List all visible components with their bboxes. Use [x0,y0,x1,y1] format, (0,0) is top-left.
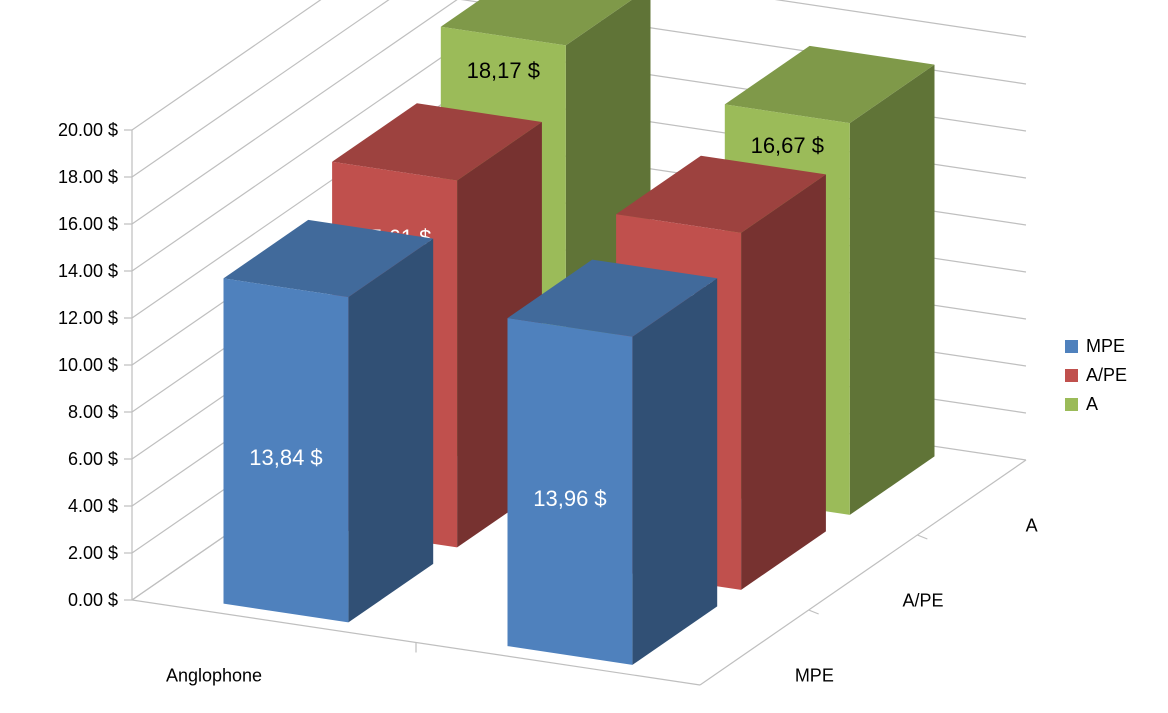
depth-tick [808,609,819,615]
bar-side-face [348,238,434,623]
y-tick-label: 2.00 $ [68,543,118,563]
y-tick-label: 4.00 $ [68,496,118,516]
y-tick-label: 10.00 $ [58,355,118,375]
bar-data-label: 16,67 $ [751,133,824,158]
bar-data-label: 13,84 $ [249,445,322,470]
bar-side-face [632,278,718,665]
category-label: Anglophone [166,665,262,685]
legend-label: A [1086,394,1098,414]
gridline [131,0,1027,178]
chart-legend: MPE A/PE A [1065,336,1127,414]
gridline [131,0,322,131]
legend-label: MPE [1086,336,1125,356]
legend-label: A/PE [1086,365,1127,385]
legend-swatch [1065,369,1078,382]
bar-side-face [849,64,935,515]
depth-axis-label: A/PE [902,591,943,611]
y-tick-label: 8.00 $ [68,402,118,422]
bar-top-face [616,155,826,233]
bar-top-face [440,0,632,46]
legend-swatch [1065,340,1078,353]
bar-side-face [741,174,826,590]
depth-axis-label: A [1026,516,1038,536]
y-tick-label: 12.00 $ [58,308,118,328]
depth-tick [917,534,928,540]
y-tick-label: 18.00 $ [58,167,118,187]
bar-mpe-francophone: 13,96 $ [507,259,718,665]
chart-bars: 18,17 $16,67 $15,61 $15,19 $13,84 $13,96… [223,0,935,665]
bar-top-face [507,259,718,337]
bar-mpe-anglophone: 13,84 $ [223,219,434,623]
bar-top-face [332,103,542,181]
bar-top-face [724,45,935,124]
bar-data-label: 18,17 $ [467,58,540,83]
y-tick-label: 6.00 $ [68,449,118,469]
bar-front-face [507,318,633,665]
bar-data-label: 13,96 $ [533,486,606,511]
y-tick-label: 0.00 $ [68,590,118,610]
y-tick-label: 16.00 $ [58,214,118,234]
bar-front-face [223,278,349,623]
bar-top-face [223,219,434,298]
depth-axis-label: MPE [795,666,834,686]
depth-axis-line [699,459,1027,686]
y-tick-label: 20.00 $ [58,120,118,140]
y-tick-label: 14.00 $ [58,261,118,281]
legend-swatch [1065,398,1078,411]
